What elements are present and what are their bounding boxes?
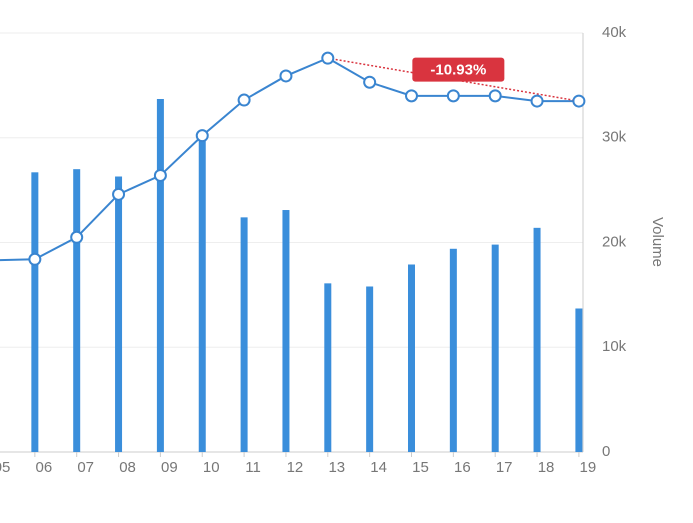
x-tick-label: 17 [496,459,513,476]
change-label: -10.93% [430,62,486,79]
price-point [279,69,293,83]
bar [198,139,206,452]
y2-tick-label: 30k [602,129,627,146]
bar [115,176,123,452]
bar [449,248,457,452]
y2-tick-label: 20k [602,233,627,250]
price-point [572,94,586,108]
y2-tick-label: 10k [602,338,627,355]
x-tick-label: 15 [412,459,429,476]
price-point [153,168,167,182]
bar [240,217,248,452]
change-line [327,57,580,102]
bar [156,98,164,453]
bar [73,169,81,453]
x-tick-label: 11 [245,459,261,476]
price-point [112,187,126,201]
x-tick-label: 14 [370,459,387,476]
bar [491,244,499,452]
y2-tick-label: 0 [602,443,610,460]
bar [575,308,583,452]
bar [366,286,374,452]
x-tick-label: 07 [77,459,94,476]
x-tick-label: 16 [454,459,471,476]
x-tick-label: 18 [538,459,555,476]
x-tick-label: 13 [328,459,345,476]
bar [408,264,415,452]
bar [282,210,290,452]
change-badge [412,57,505,82]
x-tick-label: 08 [119,459,136,476]
price-point [446,89,460,103]
y2-axis-title: Volume [649,217,666,267]
y2-tick-label: 40k [602,24,627,41]
price-point [530,94,544,108]
price-point [195,129,209,143]
bar [31,172,39,452]
x-tick-label: 19 [580,459,597,476]
price-point [28,252,42,266]
bar [533,227,541,452]
x-tick-label: 09 [161,459,178,476]
price-point [363,75,377,89]
price-point [237,93,251,107]
price-point [70,230,84,244]
price-point [321,51,335,65]
x-tick-label: 05 [0,459,10,476]
price-point [488,89,502,103]
x-tick-label: 10 [203,459,220,476]
price-point [405,89,418,103]
x-tick-label: 06 [36,459,53,476]
bar [324,283,332,452]
x-tick-label: 12 [287,459,304,476]
